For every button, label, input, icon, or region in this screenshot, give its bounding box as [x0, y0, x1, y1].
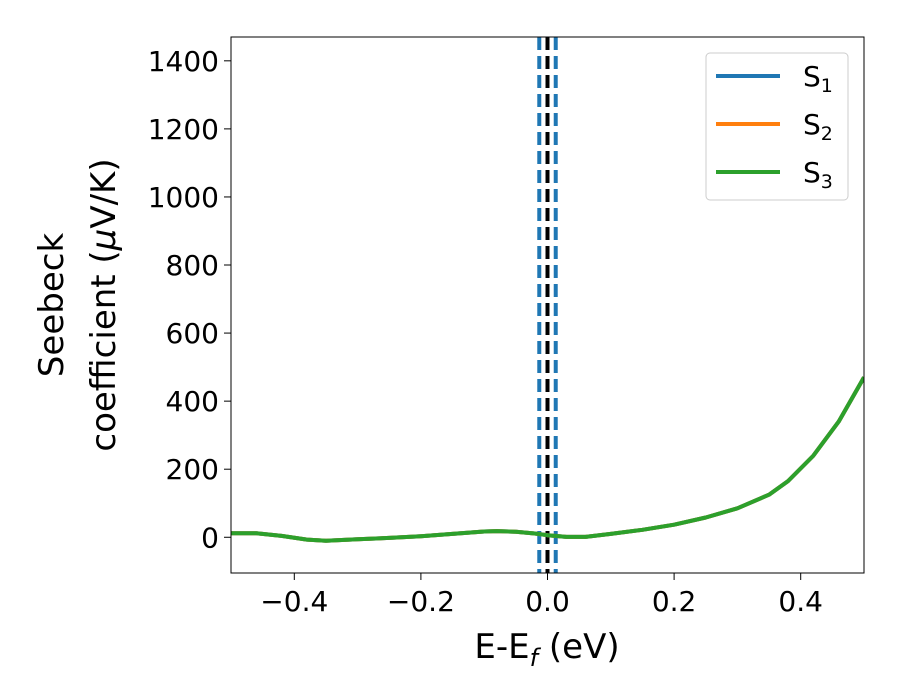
x-tick-label: 0.4: [778, 585, 823, 618]
x-tick-label: −0.4: [260, 585, 328, 618]
y-tick-label: 0: [201, 521, 219, 554]
y-tick-label: 1000: [148, 181, 219, 214]
y-axis-label: Seebeck coefficient (μV/K): [32, 158, 124, 451]
x-axis-label: E-Ef (eV): [474, 627, 619, 672]
x-tick-label: 0.2: [652, 585, 697, 618]
legend: S1 S2 S3: [705, 52, 849, 201]
y-tick-label: 800: [166, 249, 219, 282]
y-axis-label-line1: Seebeck: [32, 233, 72, 378]
x-tick-label: 0.0: [525, 585, 570, 618]
y-tick-label: 1400: [148, 45, 219, 78]
y-axis-ticks: 0 200 400 600 800 1000 1200 1400: [148, 45, 231, 554]
plot-area: [231, 37, 864, 573]
x-tick-label: −0.2: [387, 585, 455, 618]
legend-label-3: S3: [803, 156, 833, 193]
x-axis-ticks: −0.4 −0.2 0.0 0.2 0.4: [260, 573, 823, 618]
y-tick-label: 200: [166, 453, 219, 486]
y-tick-label: 400: [166, 385, 219, 418]
legend-label-2: S2: [803, 108, 833, 145]
y-tick-label: 600: [166, 317, 219, 350]
y-axis-label-line2: coefficient (μV/K): [84, 158, 124, 451]
legend-frame: [705, 52, 849, 201]
y-tick-label: 1200: [148, 113, 219, 146]
legend-label-1: S1: [803, 60, 833, 97]
series-line-3: [231, 376, 864, 543]
